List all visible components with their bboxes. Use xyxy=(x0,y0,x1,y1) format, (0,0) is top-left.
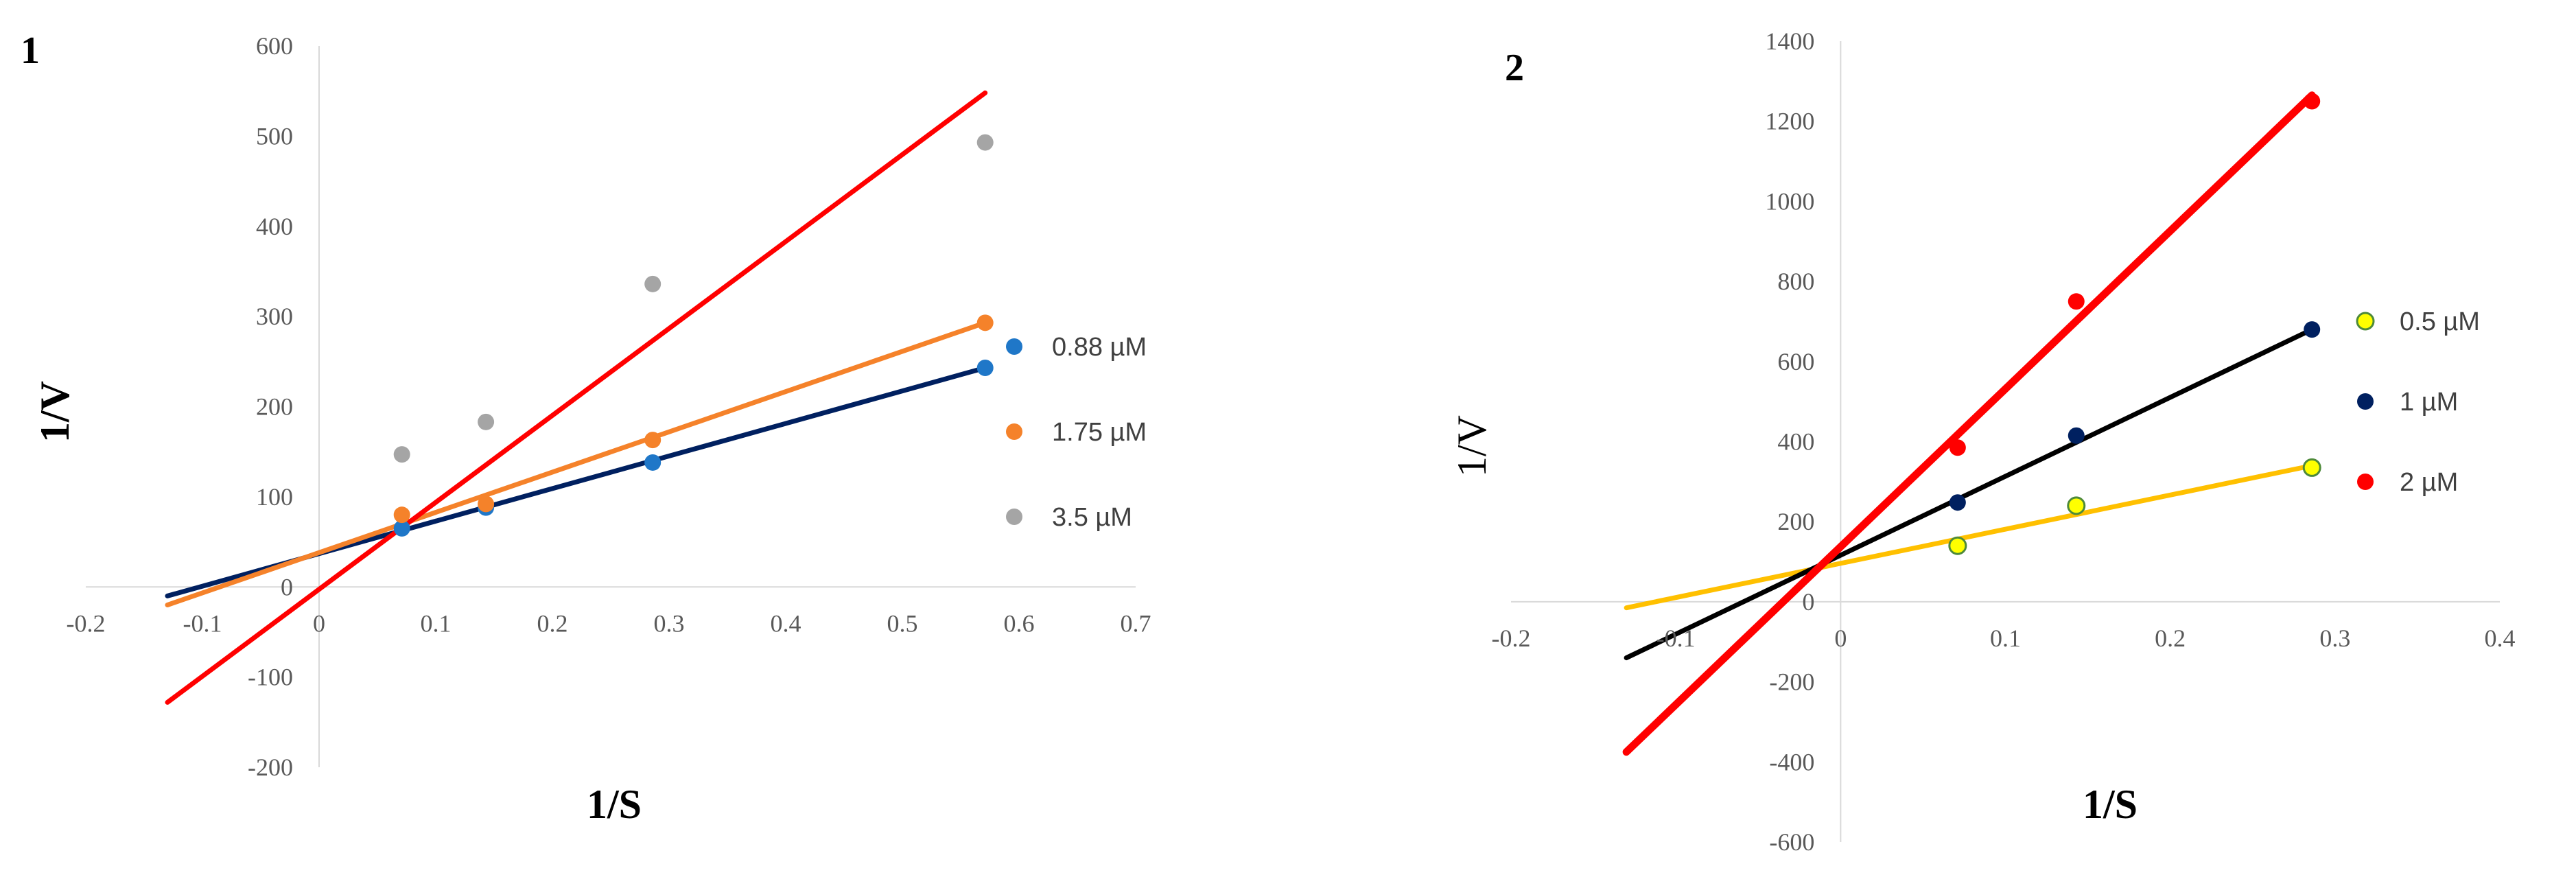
data-points-1 xyxy=(393,134,994,537)
x-axis-label-2: 1/S xyxy=(2083,782,2138,827)
y-tick-label: -100 xyxy=(248,664,293,691)
trendline-3 xyxy=(1622,91,2316,756)
data-point xyxy=(1949,494,1966,511)
legend-label: 0.88 µM xyxy=(1052,333,1147,362)
legend-marker xyxy=(2356,312,2375,331)
chart-panel-1: -0.2 -0.1 0 0.1 0.2 0.3 0.4 0.5 0.6 0.7 -200 -100 0 1… xyxy=(21,30,1151,827)
y-tick-label: 500 xyxy=(256,122,293,150)
y-tick-label: -200 xyxy=(1769,668,1814,696)
x-tick-label: 0.6 xyxy=(1004,609,1035,637)
data-point xyxy=(976,360,994,377)
x-tick-label: -0.2 xyxy=(67,609,106,637)
data-point xyxy=(2304,321,2321,338)
data-point xyxy=(393,506,410,524)
axes-2 xyxy=(1511,41,2500,842)
x-tick-label: 0.3 xyxy=(2319,625,2350,652)
x-axis-label-1: 1/S xyxy=(587,782,642,827)
data-point xyxy=(2067,496,2086,515)
y-tick-label: 1000 xyxy=(1765,187,1814,215)
y-tick-label: 200 xyxy=(256,393,293,421)
tick-labels-1: -0.2 -0.1 0 0.1 0.2 0.3 0.4 0.5 0.6 0.7 -200 -100 0 1… xyxy=(67,32,1151,781)
y-tick-label: 400 xyxy=(256,213,293,240)
panel-label-1: 1 xyxy=(21,30,40,72)
legend-label: 1.75 µM xyxy=(1052,418,1147,447)
y-tick-label: 200 xyxy=(1777,508,1814,535)
y-tick-label: -600 xyxy=(1769,828,1814,856)
trendlines-1 xyxy=(165,90,988,705)
trendlines-2 xyxy=(1622,91,2316,756)
data-point xyxy=(1948,536,1967,555)
data-point xyxy=(478,413,495,430)
x-tick-label: 0.5 xyxy=(887,609,918,637)
data-point xyxy=(2302,458,2321,477)
y-tick-label: -400 xyxy=(1769,748,1814,775)
data-point xyxy=(393,520,410,537)
trendline-1 xyxy=(1624,463,2315,611)
chart-panel-2: -0.2 -0.1 0 0.1 0.2 0.3 0.4 -600 -400 -200 0 200 400… xyxy=(1449,27,2516,856)
data-point xyxy=(644,432,661,449)
legend-marker xyxy=(1006,509,1022,525)
y-tick-label: 0 xyxy=(1802,588,1814,616)
legend-label: 0.5 µM xyxy=(2400,307,2480,336)
trendline-2 xyxy=(165,320,988,608)
data-point xyxy=(1949,439,1966,456)
x-tick-label: 0.2 xyxy=(537,609,568,637)
x-tick-label: 0 xyxy=(1834,625,1847,652)
x-tick-label: 0.1 xyxy=(1990,625,2021,652)
y-tick-label: 600 xyxy=(256,32,293,60)
data-point xyxy=(478,495,495,513)
y-tick-label: 1200 xyxy=(1765,108,1814,135)
x-tick-label: 0.7 xyxy=(1121,609,1151,637)
x-tick-label: 0.4 xyxy=(771,609,801,637)
y-tick-label: 0 xyxy=(281,573,293,600)
axes-1 xyxy=(86,46,1136,767)
legend-marker xyxy=(2357,393,2374,410)
data-point xyxy=(644,454,661,471)
x-tick-label: 0.4 xyxy=(2485,625,2516,652)
y-tick-label: 300 xyxy=(256,303,293,330)
legend-label: 1 µM xyxy=(2400,388,2458,417)
x-tick-label: 0.3 xyxy=(654,609,685,637)
data-point xyxy=(2068,293,2085,310)
trendline-2 xyxy=(1624,327,2315,661)
tick-labels-2: -0.2 -0.1 0 0.1 0.2 0.3 0.4 -600 -400 -200 0 200 400… xyxy=(1492,27,2516,856)
data-point xyxy=(2304,93,2321,110)
y-tick-label: 400 xyxy=(1777,428,1814,456)
data-point xyxy=(393,446,410,463)
trendline-3 xyxy=(165,90,988,705)
data-point xyxy=(976,314,994,331)
y-axis-label-2: 1/V xyxy=(1449,415,1495,477)
y-tick-label: 600 xyxy=(1777,348,1814,375)
y-tick-label: 100 xyxy=(256,483,293,511)
y-tick-label: 800 xyxy=(1777,268,1814,295)
x-tick-label: -0.2 xyxy=(1492,625,1531,652)
x-tick-label: 0.1 xyxy=(421,609,452,637)
x-tick-label: 0.2 xyxy=(2155,625,2186,652)
x-tick-label: -0.1 xyxy=(183,609,222,637)
legend-label: 2 µM xyxy=(2400,468,2458,497)
legend-label: 3.5 µM xyxy=(1052,503,1132,532)
y-tick-label: -200 xyxy=(248,754,293,781)
legend-marker xyxy=(1006,338,1022,355)
legend-2: 0.5 µM 1 µM 2 µM xyxy=(2356,307,2480,497)
data-points-2 xyxy=(1948,93,2321,555)
y-axis-label-1: 1/V xyxy=(32,381,78,443)
panel-label-2: 2 xyxy=(1505,47,1524,89)
data-point xyxy=(644,275,661,292)
legend-marker xyxy=(1006,423,1022,440)
x-tick-label: 0 xyxy=(313,609,325,637)
data-point xyxy=(976,134,994,151)
y-tick-label: 1400 xyxy=(1765,27,1814,55)
legend-marker xyxy=(2357,474,2374,490)
data-point xyxy=(2068,427,2085,444)
x-tick-label: -0.1 xyxy=(1656,625,1696,652)
legend-1: 0.88 µM 1.75 µM 3.5 µM xyxy=(1006,333,1147,532)
